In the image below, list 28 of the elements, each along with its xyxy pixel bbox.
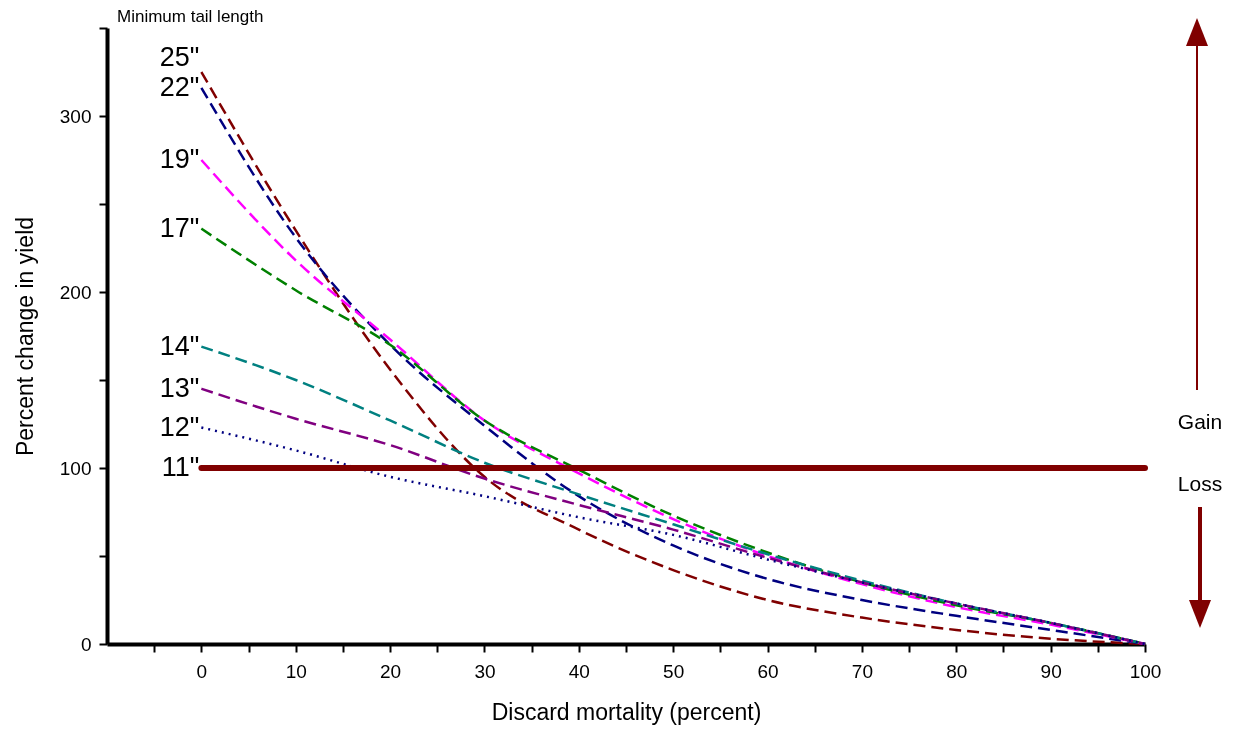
x-axis-title: Discard mortality (percent) <box>491 698 762 725</box>
series-label: 12" <box>159 411 200 442</box>
x-tick-label: 40 <box>568 660 590 682</box>
x-tick-label: 100 <box>1129 660 1162 682</box>
text: Gain <box>1177 410 1223 433</box>
x-tick-label: 60 <box>757 660 779 682</box>
series-label: 17" <box>159 212 200 243</box>
x-tick-label: 70 <box>851 660 873 682</box>
series-label: 22" <box>159 71 200 102</box>
x-tick-label: 80 <box>946 660 968 682</box>
x-tick-label: 20 <box>380 660 402 682</box>
y-tick-label: 200 <box>59 281 92 303</box>
x-tick-label: 90 <box>1040 660 1062 682</box>
series-label: 25" <box>159 42 200 72</box>
series-label: 11" <box>161 452 200 482</box>
series-label: 19" <box>159 144 200 174</box>
y-tick-label: 0 <box>80 633 92 655</box>
x-tick-label: 0 <box>196 660 208 682</box>
text: Loss <box>1177 472 1223 495</box>
y-tick-label: 300 <box>59 105 92 127</box>
legend-title: Minimum tail length <box>117 7 264 26</box>
y-axis-title: Percent change in yield <box>11 216 38 457</box>
x-tick-label: 50 <box>663 660 685 682</box>
series-label: 13" <box>159 372 200 403</box>
x-tick-label: 30 <box>474 660 496 682</box>
y-tick-label: 100 <box>59 457 92 479</box>
series-label: 14" <box>159 330 200 361</box>
x-tick-label: 10 <box>285 660 307 682</box>
